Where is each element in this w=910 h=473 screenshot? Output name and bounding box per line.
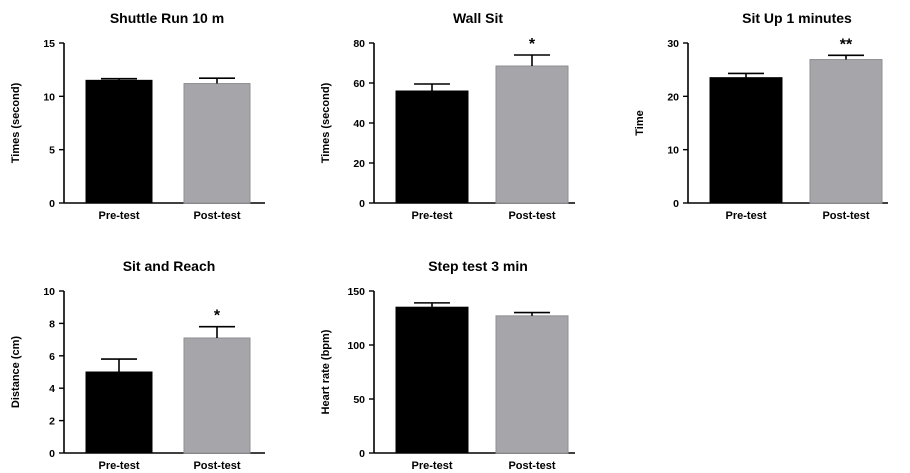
- y-tick-label: 5: [49, 145, 55, 157]
- y-tick-label: 0: [359, 448, 365, 460]
- bar-pre-test: [395, 306, 469, 454]
- y-tick-label: 10: [667, 145, 679, 157]
- y-tick-label: 100: [347, 340, 365, 352]
- chart-title: Sit and Reach: [123, 258, 216, 274]
- bar-pre-test: [85, 79, 153, 204]
- chart-title: Wall Sit: [453, 10, 503, 26]
- bar-post-test: [495, 65, 569, 204]
- y-tick-label: 30: [667, 38, 679, 50]
- x-tick-label: Pre-test: [726, 210, 767, 222]
- y-axis-label: Distance (cm): [10, 336, 22, 408]
- y-tick-label: 4: [49, 383, 55, 395]
- x-tick-label: Post-test: [508, 210, 555, 222]
- significance-marker: *: [214, 308, 221, 325]
- y-tick-label: 20: [353, 158, 365, 170]
- y-tick-label: 8: [49, 318, 55, 330]
- bar-pre-test: [709, 77, 783, 204]
- y-tick-label: 10: [43, 286, 55, 298]
- chart-panel: Shuttle Run 10 m Times (second) 0 5 10 15 Pre-…: [10, 10, 265, 222]
- y-tick-label: 0: [49, 198, 55, 210]
- y-axis-label: Times (second): [10, 82, 22, 163]
- bar-pre-test: [85, 371, 153, 454]
- bar-post-test: [495, 315, 569, 454]
- y-axis-label: Heart rate (bpm): [320, 329, 332, 414]
- y-tick-label: 20: [667, 91, 679, 103]
- x-tick-label: Post-test: [193, 460, 240, 472]
- chart-panel: Sit and Reach Distance (cm) 0 2 4 6 8 10 Pre-tes…: [10, 258, 265, 472]
- chart-title: Step test 3 min: [428, 258, 528, 274]
- x-tick-label: Pre-test: [99, 460, 140, 472]
- x-tick-label: Post-test: [822, 210, 869, 222]
- y-tick-label: 60: [353, 78, 365, 90]
- y-tick-label: 80: [353, 38, 365, 50]
- y-axis-label: Times (second): [320, 82, 332, 163]
- y-tick-label: 40: [353, 118, 365, 130]
- significance-marker: *: [529, 36, 536, 53]
- chart-panel: Wall Sit Times (second) 0 20 40 60 80 Pre-test *…: [320, 10, 575, 222]
- x-tick-label: Pre-test: [412, 210, 453, 222]
- y-tick-label: 15: [43, 38, 55, 50]
- y-tick-label: 0: [359, 198, 365, 210]
- y-tick-label: 50: [353, 394, 365, 406]
- significance-marker: **: [840, 36, 853, 53]
- x-tick-label: Pre-test: [412, 460, 453, 472]
- x-tick-label: Post-test: [193, 210, 240, 222]
- chart-title: Sit Up 1 minutes: [742, 10, 852, 26]
- y-tick-label: 10: [43, 91, 55, 103]
- y-tick-label: 6: [49, 351, 55, 363]
- bar-post-test: [183, 337, 251, 454]
- x-tick-label: Pre-test: [99, 210, 140, 222]
- x-tick-label: Post-test: [508, 460, 555, 472]
- chart-panel: Step test 3 min Heart rate (bpm) 0 50 100 150…: [320, 258, 575, 472]
- chart-panel: Sit Up 1 minutes Time 0 10 20 30 Pre-test ** Pos…: [634, 10, 888, 222]
- bar-pre-test: [395, 90, 469, 204]
- y-tick-label: 0: [49, 448, 55, 460]
- chart-title: Shuttle Run 10 m: [110, 10, 224, 26]
- y-tick-label: 2: [49, 416, 55, 428]
- bar-post-test: [183, 83, 251, 204]
- y-tick-label: 0: [673, 198, 679, 210]
- bar-post-test: [809, 59, 883, 204]
- y-tick-label: 150: [347, 286, 365, 298]
- y-axis-label: Time: [634, 110, 646, 135]
